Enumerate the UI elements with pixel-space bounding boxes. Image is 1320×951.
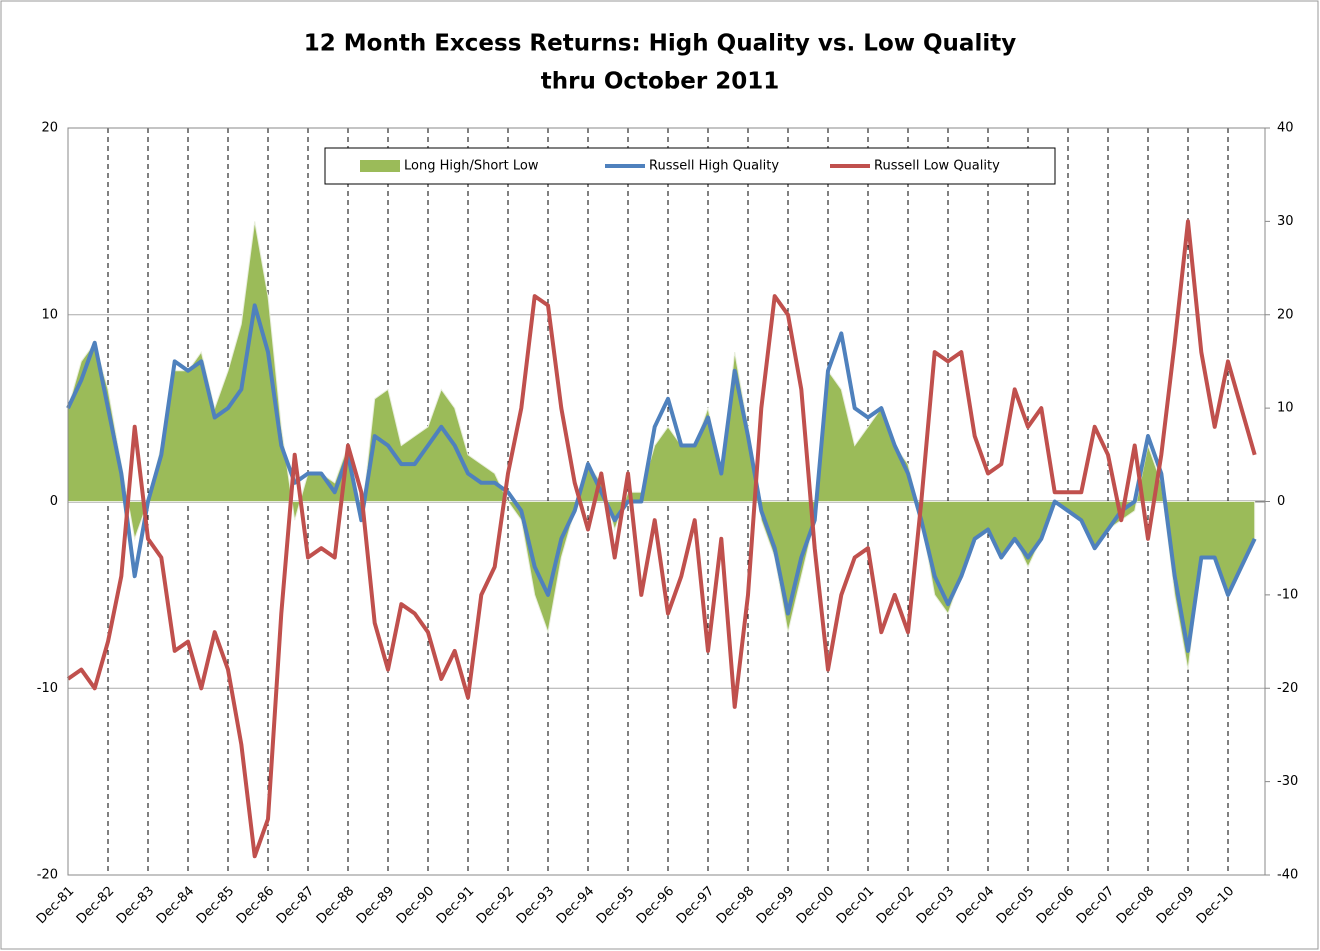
legend-box xyxy=(324,147,1056,185)
legend-label: Russell Low Quality xyxy=(874,159,1000,174)
y-tick-label: -10 xyxy=(37,681,58,696)
y2-tick-label: -30 xyxy=(1277,774,1298,789)
legend-swatch xyxy=(360,160,400,172)
y2-tick-label: -40 xyxy=(1277,868,1298,883)
legend-label: Long High/Short Low xyxy=(404,159,539,174)
y-tick-label: 0 xyxy=(50,494,58,509)
y2-tick-label: 0 xyxy=(1277,494,1285,509)
line xyxy=(66,219,1257,859)
chart-subtitle: thru October 2011 xyxy=(541,69,780,95)
y2-tick-label: 20 xyxy=(1277,307,1294,322)
legend-label: Russell High Quality xyxy=(649,159,779,174)
y-tick-label: -20 xyxy=(37,868,58,883)
y2-tick-label: 40 xyxy=(1277,121,1294,136)
line xyxy=(66,303,1257,653)
y-tick-label: 10 xyxy=(41,307,58,322)
y2-tick-label: 10 xyxy=(1277,401,1294,416)
plot-border xyxy=(67,127,1266,876)
y2-tick-label: -10 xyxy=(1277,587,1298,602)
y-tick-label: 20 xyxy=(41,121,58,136)
chart-title: 12 Month Excess Returns: High Quality vs… xyxy=(304,31,1016,57)
y2-tick-label: 30 xyxy=(1277,214,1294,229)
y2-tick-label: -20 xyxy=(1277,681,1298,696)
